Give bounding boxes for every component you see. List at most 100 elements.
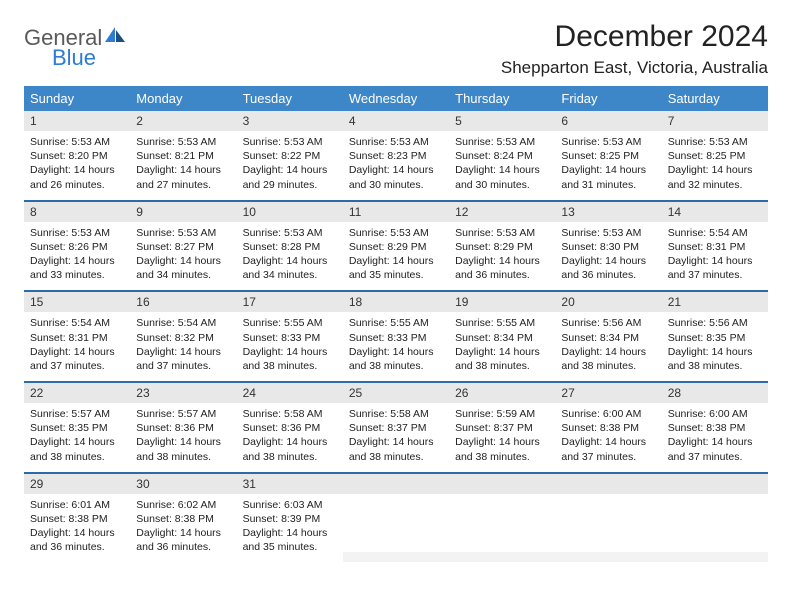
day-body: Sunrise: 5:53 AMSunset: 8:29 PMDaylight:… xyxy=(343,222,449,291)
day-number: 23 xyxy=(130,383,236,403)
day-body: Sunrise: 6:02 AMSunset: 8:38 PMDaylight:… xyxy=(130,494,236,563)
day-number: 11 xyxy=(343,202,449,222)
calendar-table: Sunday Monday Tuesday Wednesday Thursday… xyxy=(24,86,768,562)
day-cell: 28Sunrise: 6:00 AMSunset: 8:38 PMDayligh… xyxy=(662,382,768,473)
week-row: 8Sunrise: 5:53 AMSunset: 8:26 PMDaylight… xyxy=(24,201,768,292)
empty-cell xyxy=(555,473,661,563)
day-body: Sunrise: 5:55 AMSunset: 8:33 PMDaylight:… xyxy=(237,312,343,381)
day-number: 29 xyxy=(24,474,130,494)
day-number: 16 xyxy=(130,292,236,312)
day-number: 27 xyxy=(555,383,661,403)
day-cell: 6Sunrise: 5:53 AMSunset: 8:25 PMDaylight… xyxy=(555,111,661,201)
day-body: Sunrise: 5:55 AMSunset: 8:34 PMDaylight:… xyxy=(449,312,555,381)
day-number: 25 xyxy=(343,383,449,403)
day-number: 9 xyxy=(130,202,236,222)
day-cell: 3Sunrise: 5:53 AMSunset: 8:22 PMDaylight… xyxy=(237,111,343,201)
day-cell: 7Sunrise: 5:53 AMSunset: 8:25 PMDaylight… xyxy=(662,111,768,201)
day-cell: 9Sunrise: 5:53 AMSunset: 8:27 PMDaylight… xyxy=(130,201,236,292)
day-cell: 18Sunrise: 5:55 AMSunset: 8:33 PMDayligh… xyxy=(343,291,449,382)
day-cell: 24Sunrise: 5:58 AMSunset: 8:36 PMDayligh… xyxy=(237,382,343,473)
day-body: Sunrise: 5:53 AMSunset: 8:25 PMDaylight:… xyxy=(662,131,768,200)
day-body: Sunrise: 5:56 AMSunset: 8:34 PMDaylight:… xyxy=(555,312,661,381)
day-number: 6 xyxy=(555,111,661,131)
brand-logo: General Blue xyxy=(24,26,126,69)
day-number: 28 xyxy=(662,383,768,403)
day-body: Sunrise: 5:57 AMSunset: 8:36 PMDaylight:… xyxy=(130,403,236,472)
day-number: 8 xyxy=(24,202,130,222)
day-cell: 2Sunrise: 5:53 AMSunset: 8:21 PMDaylight… xyxy=(130,111,236,201)
weekday-header-row: Sunday Monday Tuesday Wednesday Thursday… xyxy=(24,86,768,111)
day-body: Sunrise: 5:57 AMSunset: 8:35 PMDaylight:… xyxy=(24,403,130,472)
empty-cell xyxy=(449,473,555,563)
page-header: General Blue December 2024 Shepparton Ea… xyxy=(24,20,768,78)
day-number: 22 xyxy=(24,383,130,403)
day-body: Sunrise: 5:54 AMSunset: 8:31 PMDaylight:… xyxy=(24,312,130,381)
day-body: Sunrise: 5:53 AMSunset: 8:24 PMDaylight:… xyxy=(449,131,555,200)
day-number: 5 xyxy=(449,111,555,131)
day-number: 4 xyxy=(343,111,449,131)
empty-cell xyxy=(343,473,449,563)
day-body: Sunrise: 6:03 AMSunset: 8:39 PMDaylight:… xyxy=(237,494,343,563)
day-number: 14 xyxy=(662,202,768,222)
day-cell: 29Sunrise: 6:01 AMSunset: 8:38 PMDayligh… xyxy=(24,473,130,563)
day-body: Sunrise: 5:53 AMSunset: 8:26 PMDaylight:… xyxy=(24,222,130,291)
day-number: 20 xyxy=(555,292,661,312)
week-row: 15Sunrise: 5:54 AMSunset: 8:31 PMDayligh… xyxy=(24,291,768,382)
day-body: Sunrise: 5:58 AMSunset: 8:36 PMDaylight:… xyxy=(237,403,343,472)
day-body: Sunrise: 5:53 AMSunset: 8:29 PMDaylight:… xyxy=(449,222,555,291)
day-number: 18 xyxy=(343,292,449,312)
day-number: 17 xyxy=(237,292,343,312)
day-cell: 22Sunrise: 5:57 AMSunset: 8:35 PMDayligh… xyxy=(24,382,130,473)
day-cell: 4Sunrise: 5:53 AMSunset: 8:23 PMDaylight… xyxy=(343,111,449,201)
day-cell: 5Sunrise: 5:53 AMSunset: 8:24 PMDaylight… xyxy=(449,111,555,201)
day-cell: 11Sunrise: 5:53 AMSunset: 8:29 PMDayligh… xyxy=(343,201,449,292)
day-body: Sunrise: 5:53 AMSunset: 8:25 PMDaylight:… xyxy=(555,131,661,200)
day-cell: 25Sunrise: 5:58 AMSunset: 8:37 PMDayligh… xyxy=(343,382,449,473)
day-body: Sunrise: 5:53 AMSunset: 8:23 PMDaylight:… xyxy=(343,131,449,200)
day-number: 15 xyxy=(24,292,130,312)
day-cell: 30Sunrise: 6:02 AMSunset: 8:38 PMDayligh… xyxy=(130,473,236,563)
title-block: December 2024 Shepparton East, Victoria,… xyxy=(501,20,768,78)
day-cell: 15Sunrise: 5:54 AMSunset: 8:31 PMDayligh… xyxy=(24,291,130,382)
day-number: 10 xyxy=(237,202,343,222)
sail-icon xyxy=(104,26,126,49)
day-number: 19 xyxy=(449,292,555,312)
day-body: Sunrise: 5:53 AMSunset: 8:21 PMDaylight:… xyxy=(130,131,236,200)
col-tuesday: Tuesday xyxy=(237,86,343,111)
day-number: 31 xyxy=(237,474,343,494)
week-row: 22Sunrise: 5:57 AMSunset: 8:35 PMDayligh… xyxy=(24,382,768,473)
day-cell: 27Sunrise: 6:00 AMSunset: 8:38 PMDayligh… xyxy=(555,382,661,473)
day-number: 7 xyxy=(662,111,768,131)
col-sunday: Sunday xyxy=(24,86,130,111)
week-row: 29Sunrise: 6:01 AMSunset: 8:38 PMDayligh… xyxy=(24,473,768,563)
day-cell: 12Sunrise: 5:53 AMSunset: 8:29 PMDayligh… xyxy=(449,201,555,292)
day-body: Sunrise: 5:56 AMSunset: 8:35 PMDaylight:… xyxy=(662,312,768,381)
day-body: Sunrise: 5:54 AMSunset: 8:32 PMDaylight:… xyxy=(130,312,236,381)
day-number: 12 xyxy=(449,202,555,222)
day-body: Sunrise: 6:00 AMSunset: 8:38 PMDaylight:… xyxy=(662,403,768,472)
day-number: 2 xyxy=(130,111,236,131)
day-body: Sunrise: 5:59 AMSunset: 8:37 PMDaylight:… xyxy=(449,403,555,472)
location-subtitle: Shepparton East, Victoria, Australia xyxy=(501,58,768,78)
day-body: Sunrise: 5:53 AMSunset: 8:28 PMDaylight:… xyxy=(237,222,343,291)
day-body: Sunrise: 5:53 AMSunset: 8:27 PMDaylight:… xyxy=(130,222,236,291)
day-cell: 26Sunrise: 5:59 AMSunset: 8:37 PMDayligh… xyxy=(449,382,555,473)
day-number: 24 xyxy=(237,383,343,403)
col-wednesday: Wednesday xyxy=(343,86,449,111)
day-cell: 14Sunrise: 5:54 AMSunset: 8:31 PMDayligh… xyxy=(662,201,768,292)
day-body: Sunrise: 6:01 AMSunset: 8:38 PMDaylight:… xyxy=(24,494,130,563)
day-cell: 21Sunrise: 5:56 AMSunset: 8:35 PMDayligh… xyxy=(662,291,768,382)
day-body: Sunrise: 5:54 AMSunset: 8:31 PMDaylight:… xyxy=(662,222,768,291)
day-cell: 19Sunrise: 5:55 AMSunset: 8:34 PMDayligh… xyxy=(449,291,555,382)
day-body: Sunrise: 5:55 AMSunset: 8:33 PMDaylight:… xyxy=(343,312,449,381)
week-row: 1Sunrise: 5:53 AMSunset: 8:20 PMDaylight… xyxy=(24,111,768,201)
col-friday: Friday xyxy=(555,86,661,111)
col-monday: Monday xyxy=(130,86,236,111)
day-cell: 17Sunrise: 5:55 AMSunset: 8:33 PMDayligh… xyxy=(237,291,343,382)
day-number: 1 xyxy=(24,111,130,131)
calendar-page: General Blue December 2024 Shepparton Ea… xyxy=(0,0,792,582)
day-cell: 31Sunrise: 6:03 AMSunset: 8:39 PMDayligh… xyxy=(237,473,343,563)
day-body: Sunrise: 5:53 AMSunset: 8:22 PMDaylight:… xyxy=(237,131,343,200)
day-body: Sunrise: 5:58 AMSunset: 8:37 PMDaylight:… xyxy=(343,403,449,472)
day-number: 30 xyxy=(130,474,236,494)
